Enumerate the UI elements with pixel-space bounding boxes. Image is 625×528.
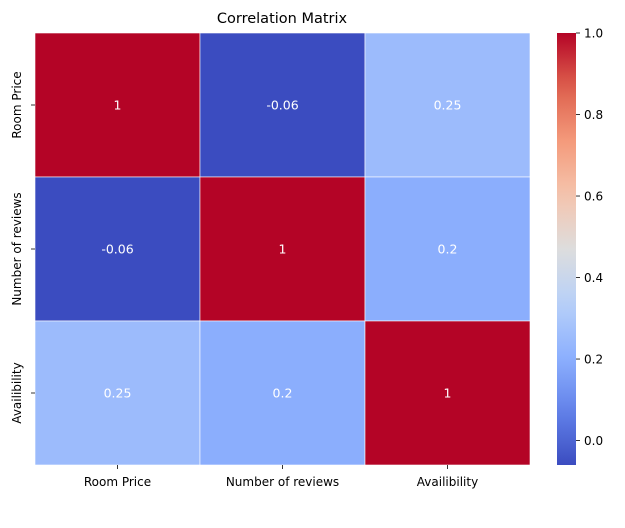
colorbar-tick-label: 1.0 — [584, 27, 603, 41]
cell-value-label: 1 — [444, 386, 452, 401]
colorbar-tick-label: 0.6 — [584, 190, 603, 204]
y-tick-label: Availibility — [10, 362, 24, 423]
cell-value-label: 0.2 — [438, 242, 458, 257]
x-axis: Room Price Number of reviews Availibility — [84, 465, 478, 489]
heatmap-cell — [34, 32, 201, 178]
cell-value-label: 1 — [279, 242, 287, 257]
cell-value-label: -0.06 — [266, 98, 298, 113]
colorbar-tick-label: 0.4 — [584, 271, 603, 285]
y-tick-label: Room Price — [10, 71, 24, 138]
y-tick-label: Number of reviews — [10, 192, 24, 305]
cell-value-label: 0.25 — [104, 386, 132, 401]
colorbar-tick-label: 0.2 — [584, 353, 603, 367]
x-tick-label: Availibility — [417, 475, 478, 489]
heatmap-cell — [34, 320, 201, 466]
colorbar-tick-label: 0.8 — [584, 108, 603, 122]
heatmap-cell — [199, 32, 366, 178]
heatmap-cell — [199, 176, 366, 322]
x-tick-label: Room Price — [84, 475, 151, 489]
heatmap-cells: 1 -0.06 0.25 -0.06 1 0.2 0.25 0.2 1 — [34, 32, 531, 466]
chart-title: Correlation Matrix — [217, 11, 348, 27]
x-tick-label: Number of reviews — [226, 475, 339, 489]
cell-value-label: 1 — [114, 98, 122, 113]
cell-value-label: -0.06 — [101, 242, 133, 257]
heatmap-cell — [364, 32, 531, 178]
colorbar: 0.0 0.2 0.4 0.6 0.8 1.0 — [557, 27, 603, 465]
y-axis: Room Price Number of reviews Availibility — [10, 71, 35, 424]
cell-value-label: 0.25 — [434, 98, 462, 113]
heatmap-cell — [34, 176, 201, 322]
cell-value-label: 0.2 — [273, 386, 293, 401]
heatmap-cell — [199, 320, 366, 466]
colorbar-tick-label: 0.0 — [584, 434, 603, 448]
heatmap-cell — [364, 176, 531, 322]
colorbar-gradient — [557, 33, 576, 465]
